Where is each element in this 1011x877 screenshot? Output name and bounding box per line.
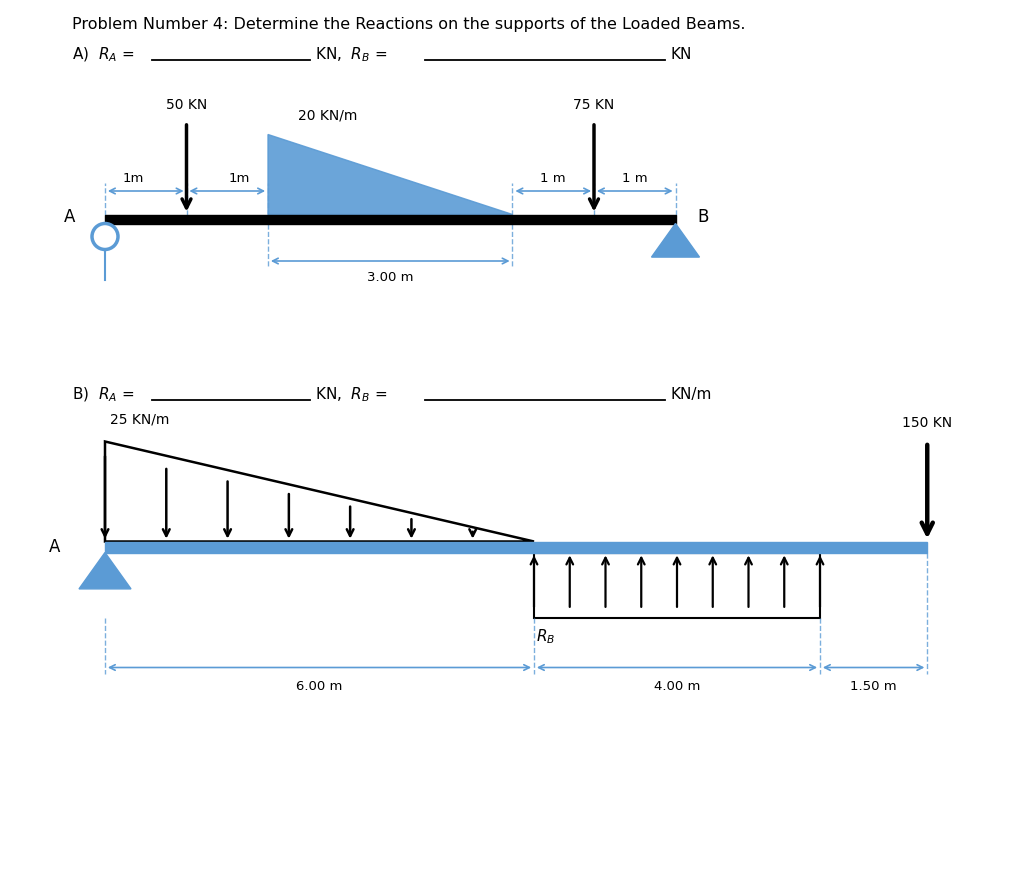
Text: A: A	[64, 208, 75, 226]
Text: 20 KN/m: 20 KN/m	[297, 109, 357, 123]
Text: 1m: 1m	[123, 172, 145, 185]
Text: 1 m: 1 m	[622, 172, 647, 185]
FancyBboxPatch shape	[105, 541, 926, 553]
Text: 150 KN: 150 KN	[901, 416, 951, 430]
Polygon shape	[105, 441, 534, 541]
Text: KN,  $R_B$ =: KN, $R_B$ =	[314, 46, 387, 64]
Text: 75 KN: 75 KN	[573, 98, 614, 112]
Text: KN: KN	[669, 47, 691, 62]
Text: Problem Number 4: Determine the Reactions on the supports of the Loaded Beams.: Problem Number 4: Determine the Reaction…	[72, 17, 745, 32]
Text: 1 m: 1 m	[540, 172, 565, 185]
FancyBboxPatch shape	[105, 215, 674, 224]
Text: B)  $R_A$ =: B) $R_A$ =	[72, 386, 134, 404]
Text: 50 KN: 50 KN	[166, 98, 207, 112]
Polygon shape	[268, 134, 512, 215]
Text: B: B	[697, 208, 708, 226]
Text: KN/m: KN/m	[669, 388, 711, 403]
Text: 1m: 1m	[228, 172, 250, 185]
Text: 3.00 m: 3.00 m	[367, 271, 413, 284]
Text: 25 KN/m: 25 KN/m	[110, 412, 169, 426]
Text: 4.00 m: 4.00 m	[653, 680, 700, 693]
Polygon shape	[79, 553, 130, 588]
FancyBboxPatch shape	[534, 553, 819, 617]
Text: 1.50 m: 1.50 m	[849, 680, 896, 693]
Text: A: A	[49, 538, 60, 556]
Text: 6.00 m: 6.00 m	[296, 680, 343, 693]
Text: $R_B$: $R_B$	[536, 628, 555, 646]
Circle shape	[92, 224, 118, 249]
Text: A)  $R_A$ =: A) $R_A$ =	[72, 46, 134, 64]
Polygon shape	[651, 224, 699, 257]
Text: KN,  $R_B$ =: KN, $R_B$ =	[314, 386, 387, 404]
